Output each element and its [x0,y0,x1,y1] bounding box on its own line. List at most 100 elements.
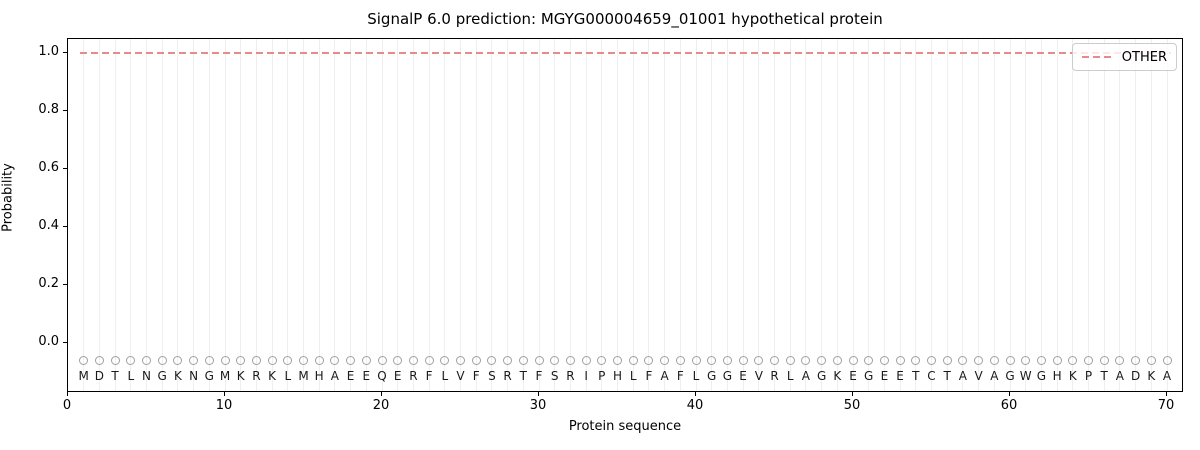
gridline [758,39,760,391]
residue-marker [267,355,277,365]
residue-letter: W [1019,369,1032,383]
residue-marker [597,355,607,365]
residue-marker [471,355,481,365]
x-tick-label: 40 [686,398,704,413]
x-axis-label: Protein sequence [568,419,682,434]
gridline [365,39,367,391]
gridline [428,39,430,391]
x-tick-label: 60 [1000,398,1018,413]
y-tick [63,283,67,285]
residue-marker [1052,355,1062,365]
residue-marker [299,355,308,365]
residue-marker [94,355,104,365]
residue-marker [236,355,246,365]
residue-letter: S [488,369,496,383]
residue-letter: E [362,369,371,383]
residue-marker [927,355,936,365]
gridline [1150,39,1152,391]
residue-marker [581,355,591,365]
gridline [1040,39,1042,391]
residue-letter: H [1052,369,1062,383]
residue-marker [361,355,371,365]
gridline [1009,39,1011,391]
gridline [868,39,870,391]
gridline [318,39,320,391]
legend-dash-sample [1081,56,1114,58]
residue-letter: K [173,369,182,383]
residue-marker [1036,355,1046,365]
residue-letter: L [786,369,794,383]
residue-letter: K [833,369,842,383]
gridline [931,39,932,391]
residue-marker [487,355,497,365]
residue-letter: M [78,369,89,383]
residue-letter: A [1115,369,1124,383]
residue-letter: L [127,369,135,383]
residue-letter: I [584,369,588,383]
legend: OTHER [1071,43,1177,71]
residue-marker [456,355,465,365]
x-tick-label: 10 [215,398,233,413]
residue-letter: E [849,369,857,383]
gridline [1025,39,1027,391]
residue-marker [942,355,952,365]
residue-letter: V [754,369,763,383]
residue-letter: L [692,369,700,383]
y-tick-label: 0.0 [38,333,59,349]
gridline [569,39,571,391]
gridline [460,39,461,391]
residue-marker [1162,355,1172,365]
residue-letter: F [645,369,653,383]
residue-marker [157,355,167,365]
gridline [978,39,980,391]
residue-letter: M [219,369,231,383]
residue-marker [1068,355,1078,365]
residue-marker [738,355,748,365]
residue-letter: R [503,369,512,383]
gridline [821,39,823,391]
y-tick [63,167,67,169]
residue-letter: A [1162,369,1172,383]
residue-letter: E [393,369,402,383]
residue-marker [817,355,827,365]
gridline [491,39,493,391]
y-tick [63,225,67,227]
residue-letter: H [612,369,623,383]
residue-letter: K [1068,369,1077,383]
gridline [224,39,226,391]
residue-letter: Q [377,369,387,383]
residue-letter: R [252,369,261,383]
residue-letter: T [943,369,951,383]
residue-letter: N [142,369,151,383]
residue-marker [518,355,528,365]
x-tick [538,392,539,396]
y-tick-label: 0.4 [38,217,59,233]
residue-letter: A [660,369,669,383]
residue-marker [204,355,214,365]
x-tick-label: 0 [62,398,72,413]
residue-letter: T [519,369,527,383]
gridline [507,39,509,391]
gridline [83,39,85,391]
residue-marker [550,355,560,365]
residue-marker [503,355,513,365]
residue-marker [565,355,575,365]
residue-letter: G [864,369,874,383]
residue-letter: S [550,369,559,383]
y-axis-label: Probability [0,163,16,232]
residue-marker [722,355,732,365]
residue-marker [330,355,340,365]
gridline [381,39,383,391]
y-tick-label: 0.2 [38,275,59,291]
residue-letter: E [896,369,904,383]
gridline [1056,39,1058,391]
gridline [444,39,446,391]
residue-marker [848,355,858,365]
gridline [1103,39,1105,391]
residue-marker [644,355,654,365]
residue-letter: A [330,369,339,383]
residue-marker [408,355,418,365]
gridline [617,39,618,391]
